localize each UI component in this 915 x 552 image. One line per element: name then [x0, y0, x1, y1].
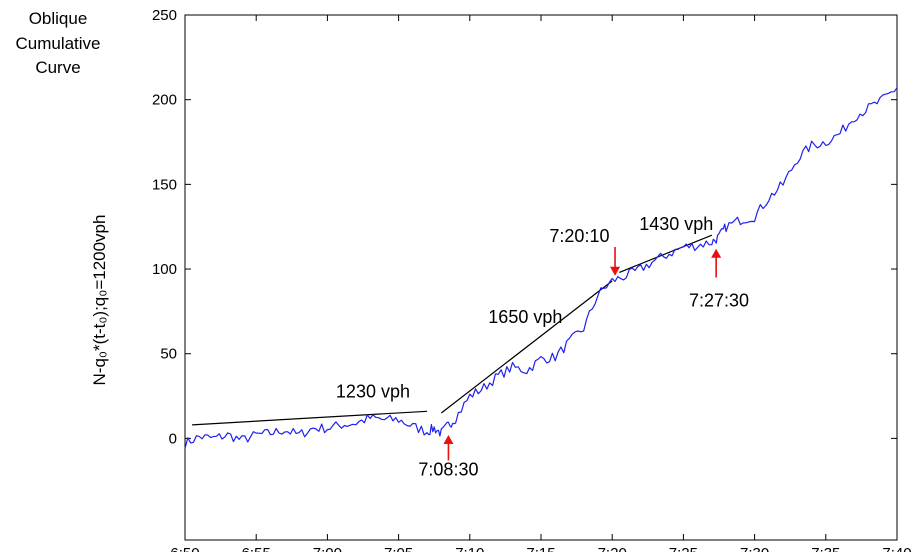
x-tick-label: 7:10: [455, 545, 484, 552]
ticks: [184, 14, 898, 540]
tick-labels: 6:50 6:55 7:00 7:05 7:10 7:15 7:20 7:25 7:30 7:35…: [152, 7, 912, 552]
y-tick-label: 100: [152, 261, 177, 278]
y-tick-label: 150: [152, 176, 177, 193]
x-tick-label: 7:40: [882, 545, 911, 552]
x-tick-label: 6:55: [242, 545, 271, 552]
annotation-label: 7:20:10: [549, 226, 609, 246]
series: [184, 87, 898, 449]
x-tick-label: 7:20: [598, 545, 627, 552]
x-tick-label: 7:25: [669, 545, 698, 552]
y-tick-label: 0: [169, 430, 177, 447]
annotation-label: 7:27:30: [689, 290, 749, 310]
trend-lines: [192, 234, 713, 426]
x-tick-label: 6:50: [170, 545, 199, 552]
x-tick-label: 7:35: [811, 545, 840, 552]
title-line-3: Curve: [35, 58, 80, 77]
annotation-label: 1230 vph: [336, 382, 410, 402]
x-tick-label: 7:15: [526, 545, 555, 552]
title-line-2: Cumulative: [15, 34, 100, 53]
arrows: [443, 247, 722, 461]
event-arrow: [610, 247, 621, 276]
plot-frame: [184, 14, 898, 541]
annotations: 1230 vph 1650 vph 1430 vph 7:20:10 7:27:30 7:…: [336, 214, 749, 480]
event-arrow: [443, 435, 454, 461]
event-arrow: [711, 248, 722, 278]
corner-title: Oblique Cumulative Curve: [15, 9, 100, 77]
y-tick-label: 200: [152, 92, 177, 109]
annotation-label: 1650 vph: [488, 307, 562, 327]
trend-line: [619, 234, 713, 273]
annotation-label: 7:08:30: [418, 460, 478, 480]
x-tick-label: 7:05: [384, 545, 413, 552]
x-tick-label: 7:00: [313, 545, 342, 552]
trend-line: [440, 280, 613, 414]
annotation-label: 1430 vph: [639, 214, 713, 234]
series-line: [184, 87, 898, 449]
trend-line: [192, 410, 428, 426]
y-tick-label: 250: [152, 7, 177, 24]
x-tick-label: 7:30: [740, 545, 769, 552]
y-axis-label: N-q₀*(t-t₀);q₀=1200vph: [90, 215, 109, 386]
y-tick-label: 50: [160, 346, 177, 363]
title-line-1: Oblique: [29, 9, 88, 28]
